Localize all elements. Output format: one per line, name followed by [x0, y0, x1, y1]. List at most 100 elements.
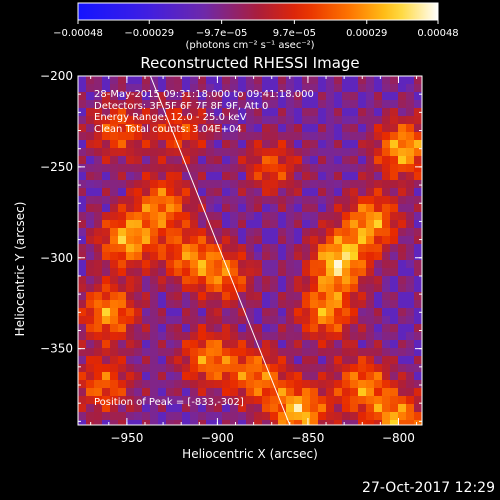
y-axis-label: Heliocentric Y (arcsec) [13, 201, 27, 337]
heatmap-cell [374, 220, 382, 228]
heatmap-cell [278, 76, 286, 84]
heatmap-cell [254, 228, 262, 236]
heatmap-cell [102, 332, 110, 340]
heatmap-cell [414, 76, 422, 84]
heatmap-cell [310, 276, 318, 284]
heatmap-cell [318, 348, 326, 356]
heatmap-cell [86, 308, 94, 316]
heatmap-cell [414, 324, 422, 332]
heatmap-cell [126, 292, 134, 300]
heatmap-cell [390, 212, 398, 220]
heatmap-cell [198, 244, 206, 252]
heatmap-cell [166, 116, 174, 124]
heatmap-cell [294, 220, 302, 228]
heatmap-cell [286, 156, 294, 164]
heatmap-cell [134, 244, 142, 252]
heatmap-cell [214, 164, 222, 172]
heatmap-cell [102, 396, 110, 404]
heatmap-cell [390, 420, 398, 425]
heatmap-cell [334, 292, 342, 300]
heatmap-cell [366, 116, 374, 124]
heatmap-cell [414, 300, 422, 308]
heatmap-cell [390, 396, 398, 404]
heatmap-cell [142, 212, 150, 220]
heatmap-cell [134, 316, 142, 324]
heatmap-cell [86, 76, 94, 84]
heatmap-cell [118, 84, 126, 92]
heatmap-cell [414, 124, 422, 132]
heatmap-cell [102, 164, 110, 172]
heatmap-cell [286, 316, 294, 324]
heatmap-cell [366, 276, 374, 284]
heatmap-cell [358, 132, 366, 140]
heatmap-cell [126, 372, 134, 380]
heatmap-cell [358, 316, 366, 324]
heatmap-cell [102, 276, 110, 284]
heatmap-cell [318, 308, 326, 316]
heatmap-cell [214, 148, 222, 156]
heatmap-cell [414, 172, 422, 180]
heatmap-cell [230, 204, 238, 212]
heatmap-cell [94, 372, 102, 380]
heatmap-cell [182, 260, 190, 268]
heatmap-cell [358, 324, 366, 332]
heatmap-cell [118, 252, 126, 260]
heatmap-cell [246, 116, 254, 124]
heatmap-cell [182, 204, 190, 212]
heatmap-cell [326, 268, 334, 276]
heatmap-cell [190, 252, 198, 260]
heatmap-cell [206, 308, 214, 316]
heatmap-cell [190, 228, 198, 236]
heatmap-cell [214, 284, 222, 292]
heatmap-cell [350, 260, 358, 268]
heatmap-cell [278, 364, 286, 372]
heatmap-cell [118, 156, 126, 164]
x-tick-label: −800 [382, 431, 415, 445]
heatmap-cell [342, 92, 350, 100]
heatmap-cell [318, 244, 326, 252]
heatmap-cell [302, 364, 310, 372]
heatmap-cell [174, 124, 182, 132]
heatmap-cell [414, 332, 422, 340]
heatmap-cell [102, 108, 110, 116]
heatmap-cell [182, 372, 190, 380]
heatmap-cell [310, 116, 318, 124]
heatmap-cell [214, 276, 222, 284]
heatmap-cell [334, 268, 342, 276]
heatmap-cell [158, 124, 166, 132]
heatmap-cell [134, 204, 142, 212]
heatmap-cell [174, 388, 182, 396]
heatmap-cell [334, 116, 342, 124]
heatmap-cell [126, 308, 134, 316]
heatmap-cell [198, 132, 206, 140]
heatmap-cell [86, 300, 94, 308]
heatmap-cell [350, 92, 358, 100]
heatmap-cell [102, 148, 110, 156]
heatmap-cell [174, 324, 182, 332]
heatmap-cell [294, 300, 302, 308]
heatmap-cell [414, 420, 422, 425]
heatmap-cell [414, 380, 422, 388]
heatmap-cell [110, 388, 118, 396]
heatmap-cell [214, 92, 222, 100]
heatmap-cell [358, 308, 366, 316]
heatmap-cell [94, 244, 102, 252]
heatmap-cell [206, 292, 214, 300]
heatmap-cell [94, 404, 102, 412]
heatmap-cell [78, 116, 86, 124]
colorbar-gradient [77, 2, 439, 21]
heatmap-cell [142, 396, 150, 404]
heatmap-cell [302, 348, 310, 356]
heatmap-cell [350, 276, 358, 284]
heatmap-cell [142, 356, 150, 364]
heatmap-cell [318, 228, 326, 236]
heatmap-cell [358, 140, 366, 148]
heatmap-cell [206, 164, 214, 172]
heatmap-cell [382, 316, 390, 324]
heatmap-cell [382, 140, 390, 148]
heatmap-cell [238, 348, 246, 356]
heatmap-cell [198, 300, 206, 308]
heatmap-cell [78, 308, 86, 316]
heatmap-cell [166, 252, 174, 260]
heatmap-cell [366, 212, 374, 220]
